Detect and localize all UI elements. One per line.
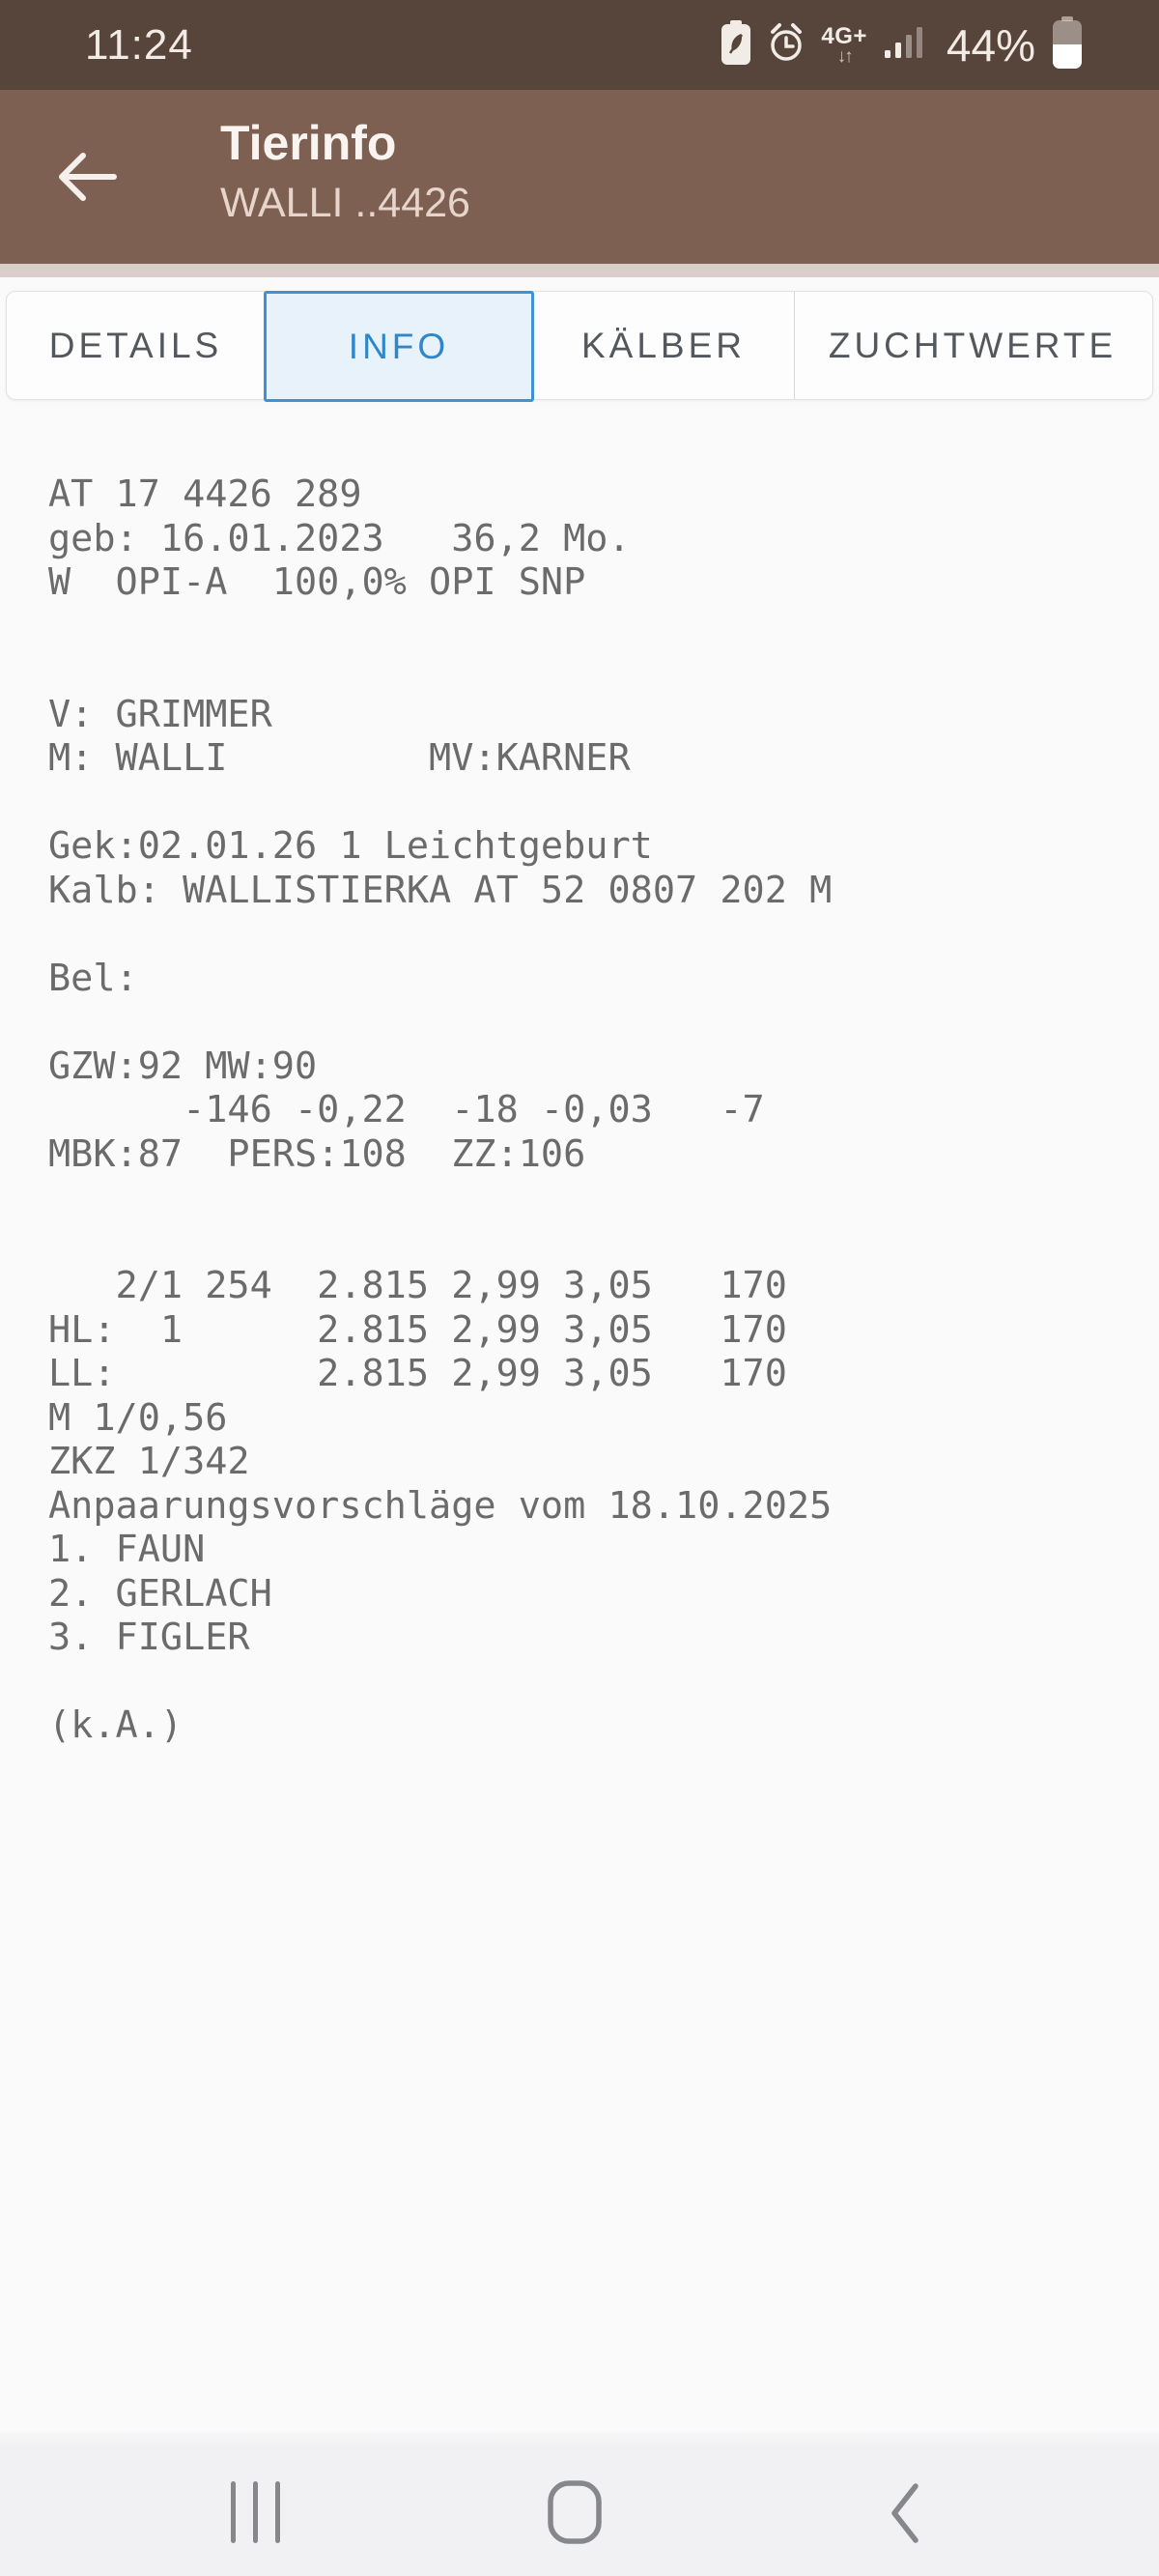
- page-subtitle: WALLI ..4426: [220, 180, 470, 226]
- arrow-left-icon: [54, 153, 120, 214]
- system-nav-bar: [0, 2432, 1159, 2576]
- tab-zuchtwerte[interactable]: ZUCHTWERTE: [794, 292, 1150, 399]
- app-bar-divider: [0, 264, 1159, 277]
- home-icon: [548, 2480, 602, 2548]
- app-bar-titles: Tierinfo WALLI ..4426: [220, 115, 470, 227]
- alarm-icon: [767, 21, 806, 69]
- app-bar: Tierinfo WALLI ..4426: [0, 90, 1159, 264]
- chevron-left-icon: [889, 2483, 921, 2548]
- network-type-indicator: 4G+ ↓↑: [821, 22, 867, 67]
- back-button[interactable]: [54, 144, 120, 210]
- battery-percent-label: 44%: [946, 19, 1035, 71]
- status-time: 11:24: [85, 20, 193, 69]
- network-type-label: 4G+: [821, 22, 867, 49]
- tab-info[interactable]: INFO: [264, 291, 534, 402]
- tab-bar: DETAILS INFO KÄLBER ZUCHTWERTE: [6, 291, 1153, 402]
- battery-icon: [1051, 16, 1084, 73]
- status-bar: 11:24 4G+ ↓↑: [0, 0, 1159, 90]
- status-icons: 4G+ ↓↑ 44%: [721, 16, 1084, 73]
- home-button[interactable]: [548, 2480, 602, 2549]
- recents-icon: [230, 2481, 282, 2547]
- tab-details[interactable]: DETAILS: [48, 325, 223, 365]
- animal-info-text: AT 17 4426 289 geb: 16.01.2023 36,2 Mo. …: [48, 472, 833, 1747]
- page-title: Tierinfo: [220, 116, 397, 170]
- network-arrows-icon: ↓↑: [836, 45, 854, 67]
- tab-kaelber[interactable]: KÄLBER: [580, 325, 746, 365]
- recents-button[interactable]: [230, 2481, 282, 2548]
- back-nav-button[interactable]: [889, 2482, 921, 2549]
- signal-bars-icon: [884, 23, 925, 67]
- battery-saver-icon: [721, 20, 751, 70]
